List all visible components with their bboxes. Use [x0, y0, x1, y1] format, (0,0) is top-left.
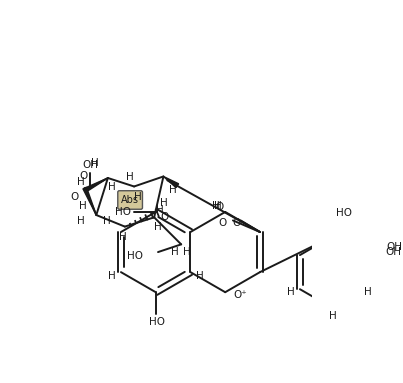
Text: O: O: [161, 212, 169, 223]
Text: H: H: [160, 198, 167, 208]
Text: OH: OH: [387, 242, 403, 252]
Text: Abs: Abs: [121, 195, 139, 205]
Text: H: H: [79, 201, 86, 211]
Text: HO: HO: [127, 251, 143, 261]
Text: O: O: [233, 218, 241, 228]
Text: H: H: [108, 182, 116, 192]
Text: H: H: [196, 271, 204, 281]
Text: H: H: [364, 287, 372, 297]
Text: H: H: [127, 172, 134, 182]
Text: H: H: [171, 247, 179, 257]
Text: H: H: [77, 216, 85, 226]
Text: H: H: [156, 205, 164, 214]
Text: H: H: [91, 157, 99, 168]
Text: HO: HO: [336, 208, 352, 218]
Polygon shape: [164, 177, 179, 188]
Text: H: H: [108, 271, 116, 281]
Text: H: H: [77, 177, 85, 187]
Text: H: H: [154, 222, 162, 232]
Text: H: H: [183, 247, 191, 257]
Text: OH: OH: [385, 247, 401, 257]
Text: H: H: [134, 192, 142, 201]
Text: O: O: [70, 192, 79, 201]
Text: H: H: [118, 232, 127, 242]
Text: HO: HO: [115, 207, 131, 217]
Text: H: H: [169, 185, 177, 195]
Text: O⁺: O⁺: [233, 290, 247, 300]
FancyBboxPatch shape: [118, 191, 143, 209]
Polygon shape: [83, 187, 96, 215]
Text: H: H: [212, 201, 220, 211]
Text: H: H: [329, 311, 337, 321]
Text: H: H: [214, 201, 221, 211]
Text: O: O: [79, 172, 87, 182]
Text: HO: HO: [149, 316, 165, 327]
Text: H: H: [287, 287, 295, 297]
Text: O: O: [218, 218, 227, 228]
Polygon shape: [85, 178, 108, 191]
Text: OH: OH: [82, 160, 98, 170]
Text: O: O: [215, 201, 224, 211]
Text: H: H: [103, 216, 111, 226]
